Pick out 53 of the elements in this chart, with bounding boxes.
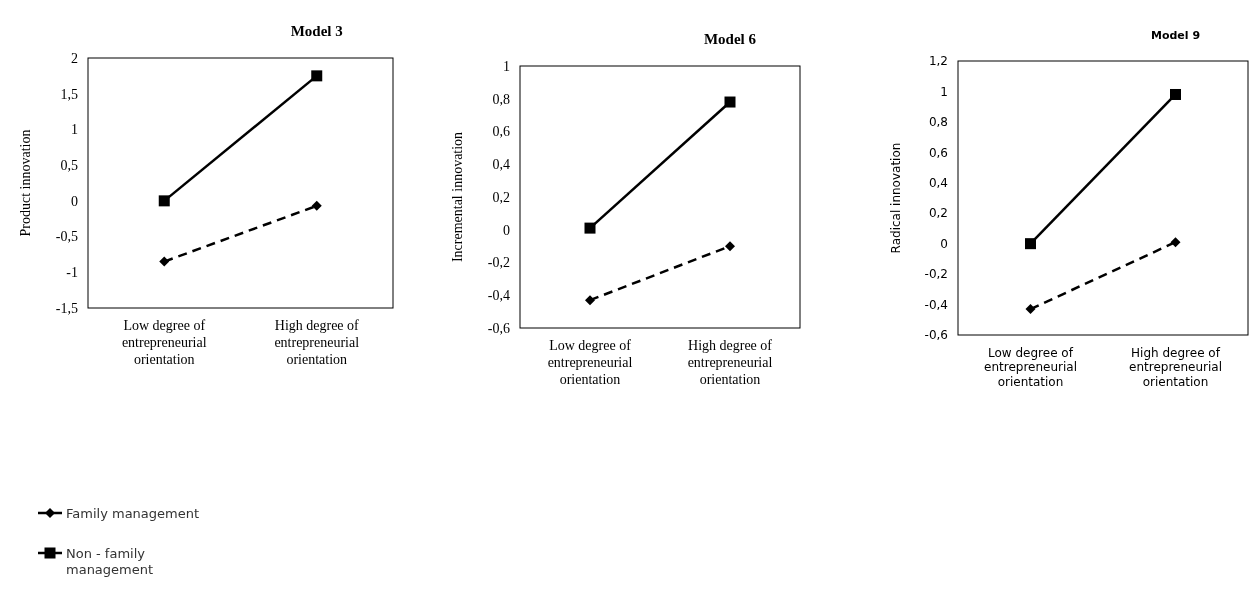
- y-tick-label: -0,6: [487, 320, 510, 336]
- y-tick-label: 0,6: [492, 124, 510, 140]
- point: [1025, 304, 1036, 315]
- y-tick-label: -0,2: [487, 255, 510, 271]
- y-tick-label: 2: [71, 50, 78, 66]
- y-axis-title: Product innovation: [18, 129, 33, 237]
- y-tick-label: 1: [503, 58, 510, 74]
- y-tick-label: -0,2: [924, 267, 948, 282]
- y-tick-label: -0,4: [924, 297, 948, 312]
- y-tick-label: 1,5: [60, 86, 78, 102]
- y-tick-label: -1: [66, 265, 78, 281]
- x-tick-label: Low degree of entrepreneurial orientation: [547, 338, 633, 387]
- y-axis-title: Incremental innovation: [450, 131, 465, 263]
- point: [1170, 88, 1181, 100]
- point: [724, 96, 736, 108]
- y-tick-label: 1: [71, 122, 78, 138]
- y-tick-label: -0,6: [924, 328, 948, 343]
- y-tick-label: 0,6: [928, 145, 948, 160]
- y-tick-label: -1,5: [55, 300, 78, 316]
- point: [585, 295, 595, 306]
- chart-title: Model 9: [1150, 29, 1201, 42]
- y-tick-label: 0: [503, 222, 510, 238]
- x-tick-label: High degree of entrepreneurial orientation: [274, 318, 360, 367]
- x-tick-label: Low degree of entrepreneurial orientation: [121, 318, 207, 367]
- legend-label: Non - family management: [66, 545, 154, 578]
- y-tick-label: 0,8: [928, 115, 948, 130]
- chart-title: Model 6: [703, 31, 757, 47]
- y-tick-label: 1,2: [928, 54, 948, 69]
- point: [584, 222, 596, 234]
- legend-label: Family management: [66, 505, 200, 521]
- y-tick-label: 0,8: [492, 91, 510, 107]
- x-tick-label: Low degree of entrepreneurial orientation: [984, 346, 1077, 389]
- point: [159, 256, 170, 267]
- point: [311, 200, 322, 211]
- x-tick-label: High degree of entrepreneurial orientation: [1129, 346, 1222, 389]
- point: [158, 195, 170, 207]
- y-tick-label: 1: [940, 84, 948, 99]
- point: [725, 241, 735, 252]
- y-tick-label: 0: [940, 236, 948, 251]
- x-tick-label: High degree of entrepreneurial orientation: [687, 338, 773, 387]
- y-tick-label: 0,2: [928, 206, 948, 221]
- y-tick-label: 0,5: [60, 158, 78, 174]
- chart-title: Model 3: [290, 23, 343, 39]
- y-axis-title: Radical innovation: [889, 142, 903, 254]
- y-tick-label: -0,4: [487, 288, 510, 304]
- point: [311, 70, 323, 82]
- point: [1025, 238, 1036, 250]
- y-tick-label: 0,4: [928, 175, 948, 190]
- y-tick-label: 0: [71, 193, 78, 209]
- y-tick-label: 0,2: [492, 189, 510, 205]
- y-tick-label: 0,4: [492, 157, 510, 173]
- point: [1170, 237, 1181, 248]
- y-tick-label: -0,5: [55, 229, 78, 245]
